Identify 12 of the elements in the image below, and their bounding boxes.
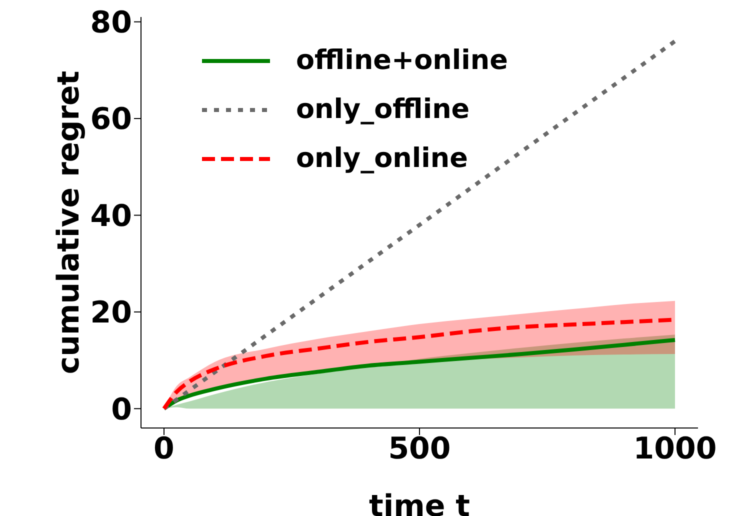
y-tick-label: 20 xyxy=(90,296,132,331)
y-tick-label: 40 xyxy=(90,198,132,234)
y-axis-title: cumulative regret xyxy=(52,70,87,374)
x-tick-label: 1000 xyxy=(633,431,717,466)
y-tick-label: 60 xyxy=(90,102,132,138)
y-tick-label: 0 xyxy=(111,392,132,428)
x-tick-label: 500 xyxy=(388,431,451,466)
x-tick-label: 0 xyxy=(154,431,174,466)
y-tick-label: 80 xyxy=(90,5,132,40)
legend-label: only_offline xyxy=(296,93,470,127)
legend-label: only_online xyxy=(296,142,468,176)
legend-label: offline+online xyxy=(296,44,508,78)
